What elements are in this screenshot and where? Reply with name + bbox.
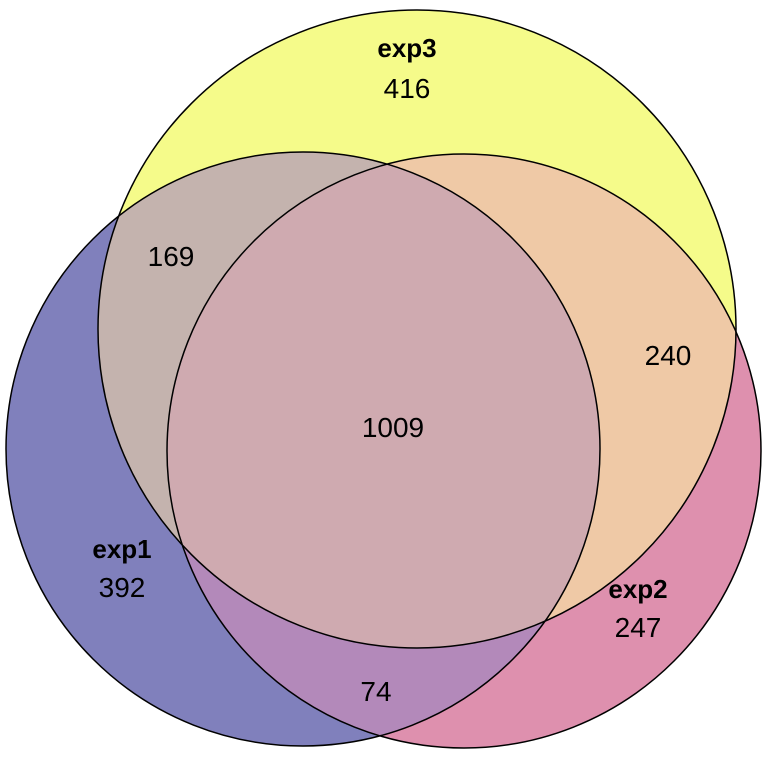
exp2-exp3-count: 240 <box>645 340 692 371</box>
exp3-outline <box>97 9 737 649</box>
exp1-exp3-count: 169 <box>148 241 195 272</box>
exp1-only-count: 392 <box>99 572 146 603</box>
exp2-outline <box>166 153 762 749</box>
exp1-outline <box>5 151 601 747</box>
exp2-only-count: 247 <box>615 612 662 643</box>
exp2-label: exp2 <box>608 574 667 604</box>
exp1-exp2-count: 74 <box>360 676 391 707</box>
all-three-count: 1009 <box>362 412 424 443</box>
exp1-label: exp1 <box>92 534 151 564</box>
exp3-label: exp3 <box>377 33 436 63</box>
exp3-only-count: 416 <box>384 73 431 104</box>
